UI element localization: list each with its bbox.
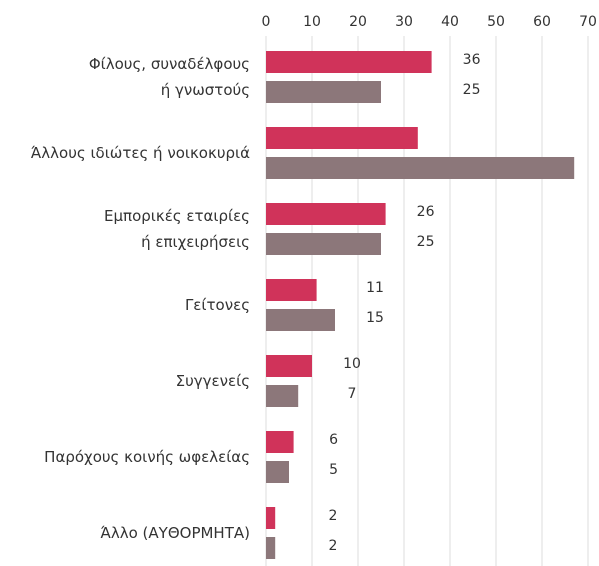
category-label: Συγγενείς xyxy=(175,372,250,390)
category-label: Γείτονες xyxy=(184,296,250,314)
bar xyxy=(266,279,317,301)
bar xyxy=(266,431,294,453)
value-label: 11 xyxy=(366,280,384,296)
value-label: 15 xyxy=(366,310,384,326)
value-label: 25 xyxy=(463,82,481,98)
bar xyxy=(266,203,386,225)
value-label: 25 xyxy=(417,234,435,250)
bar xyxy=(266,385,299,407)
bar xyxy=(266,157,575,179)
bar xyxy=(266,51,432,73)
bar xyxy=(266,309,335,331)
x-tick-label: 30 xyxy=(395,14,413,30)
x-tick-label: 60 xyxy=(533,14,551,30)
bar xyxy=(266,127,418,149)
x-tick-label: 10 xyxy=(303,14,321,30)
bar xyxy=(266,537,276,559)
value-label: 2 xyxy=(329,538,338,554)
x-tick-label: 0 xyxy=(262,14,271,30)
bar xyxy=(266,355,312,377)
value-label: 2 xyxy=(329,508,338,524)
x-tick-label: 20 xyxy=(349,14,367,30)
value-label: 36 xyxy=(463,52,481,68)
value-label: 26 xyxy=(417,204,435,220)
category-label: Άλλους ιδιώτες ή νοικοκυριά xyxy=(30,144,250,162)
x-tick-label: 40 xyxy=(441,14,459,30)
category-label: Εμπορικές εταιρίες ή επιχειρήσεις xyxy=(104,207,250,251)
bar xyxy=(266,81,381,103)
category-label: Παρόχους κοινής ωφελείας xyxy=(44,448,250,466)
bar xyxy=(266,461,289,483)
value-label: 6 xyxy=(329,432,338,448)
value-label: 5 xyxy=(329,462,338,478)
x-tick-label: 50 xyxy=(487,14,505,30)
value-label: 10 xyxy=(343,356,361,372)
x-tick-label: 70 xyxy=(579,14,597,30)
category-label: Άλλο (ΑΥΘΟΡΜΗΤΑ) xyxy=(100,524,250,542)
bar xyxy=(266,233,381,255)
bar xyxy=(266,507,276,529)
value-label: 7 xyxy=(348,386,357,402)
category-label: Φίλους, συναδέλφους ή γνωστούς xyxy=(88,55,250,99)
